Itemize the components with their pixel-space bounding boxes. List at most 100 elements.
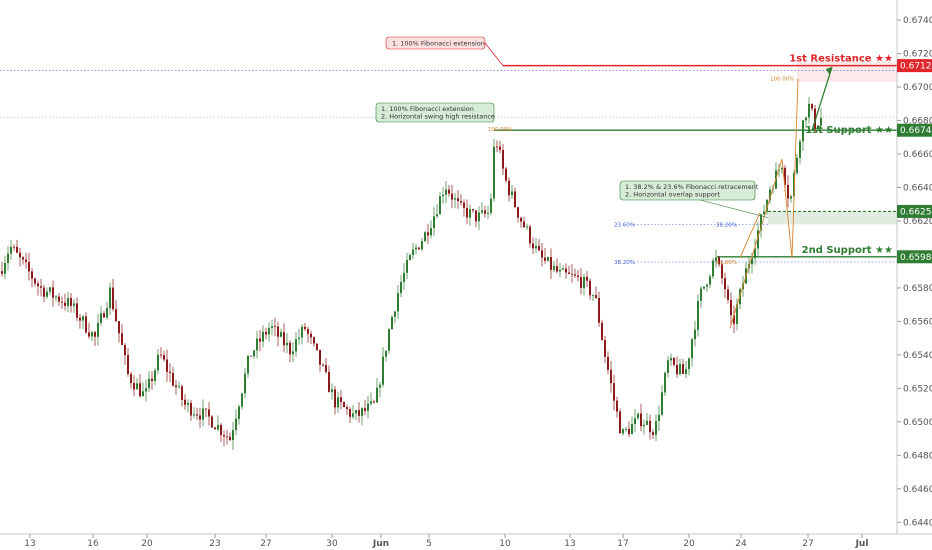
candle-body-100 xyxy=(301,326,303,338)
candle-body-260 xyxy=(781,167,783,170)
candle-body-135 xyxy=(406,260,408,273)
x-tick-label-3: 23 xyxy=(209,539,220,549)
candle-body-11 xyxy=(34,278,36,284)
resistance-label: 1st Resistance ★★ xyxy=(789,54,893,65)
candle-body-140 xyxy=(421,241,423,250)
candle-body-179 xyxy=(538,245,540,251)
support-zone-box xyxy=(768,211,897,225)
candle-body-174 xyxy=(523,221,525,228)
candle-body-185 xyxy=(556,266,558,272)
candle-body-134 xyxy=(403,272,405,282)
candle-body-223 xyxy=(670,358,672,361)
candle-body-272 xyxy=(817,125,819,129)
time-axis[interactable]: 13 16 20 23 27 30 Jun 5 10 13 17 20 24 27 Jul xyxy=(24,534,868,549)
candle-body-227 xyxy=(682,364,684,374)
candle-body-9 xyxy=(28,262,30,272)
candle-body-72 xyxy=(217,424,219,430)
fib-drawings: 100.00% 100.00% 23.60% 38.20% 38.20% 61.80% xyxy=(488,66,897,329)
candle-body-12 xyxy=(37,283,39,287)
candle-body-96 xyxy=(289,342,291,355)
candle-body-181 xyxy=(544,257,546,261)
candle-body-20 xyxy=(61,301,63,303)
candle-body-19 xyxy=(58,296,60,302)
annotation-notes: 1. 100% Fibonacci extension 1. 100% Fibon… xyxy=(375,36,769,218)
candle-body-3 xyxy=(10,246,12,254)
fib-leg-up-1 xyxy=(729,158,783,329)
note-fib-leader xyxy=(699,199,769,218)
candle-body-266 xyxy=(799,141,801,158)
candle-body-38 xyxy=(115,309,117,322)
candle-body-48 xyxy=(145,388,147,392)
candle-body-271 xyxy=(814,108,816,129)
candle-body-106 xyxy=(319,349,321,365)
candle-body-152 xyxy=(457,198,459,202)
candle-body-148 xyxy=(445,189,447,195)
candle-body-93 xyxy=(280,332,282,337)
candle-body-15 xyxy=(46,291,48,297)
x-tick-label-7: 5 xyxy=(426,539,432,549)
candle-body-1 xyxy=(4,262,6,274)
candle-body-132 xyxy=(397,293,399,312)
support2-label: 2nd Support ★★ xyxy=(802,245,893,256)
candle-body-29 xyxy=(88,332,90,337)
candle-body-98 xyxy=(295,339,297,352)
candles xyxy=(1,97,822,450)
candle-body-251 xyxy=(754,248,756,259)
x-tick-label-0: 13 xyxy=(24,539,35,549)
candle-body-49 xyxy=(148,378,150,389)
candle-body-147 xyxy=(442,194,444,197)
candle-body-122 xyxy=(367,403,369,411)
note-swing-line-2: 2. Horizontal swing high resistance xyxy=(381,113,495,121)
candle-body-151 xyxy=(454,198,456,200)
candle-body-163 xyxy=(490,198,492,213)
candle-body-138 xyxy=(415,247,417,250)
candle-body-47 xyxy=(142,391,144,397)
candle-body-80 xyxy=(241,393,243,407)
candle-body-67 xyxy=(202,408,204,420)
candle-body-125 xyxy=(376,387,378,403)
candle-body-95 xyxy=(286,342,288,346)
candle-body-28 xyxy=(85,316,87,333)
price-tag-text-1: 0.66742 xyxy=(900,126,932,136)
candle-body-159 xyxy=(478,212,480,222)
candle-body-177 xyxy=(532,243,534,249)
candle-body-145 xyxy=(436,214,438,217)
candle-body-203 xyxy=(610,369,612,384)
candle-body-236 xyxy=(709,276,711,285)
candle-body-104 xyxy=(313,337,315,344)
candle-body-73 xyxy=(220,424,222,436)
candle-body-61 xyxy=(184,399,186,405)
candle-body-156 xyxy=(469,209,471,218)
candle-body-198 xyxy=(595,295,597,298)
candle-body-121 xyxy=(364,408,366,411)
candle-body-83 xyxy=(250,355,252,357)
candle-body-196 xyxy=(589,280,591,296)
candle-body-58 xyxy=(175,385,177,388)
price-tag-box-2 xyxy=(897,204,932,218)
candle-body-172 xyxy=(517,207,519,218)
candle-body-244 xyxy=(733,315,735,324)
candle-body-44 xyxy=(133,382,135,390)
candle-body-201 xyxy=(604,340,606,357)
candle-body-254 xyxy=(763,211,765,215)
candle-body-243 xyxy=(730,299,732,316)
candle-body-124 xyxy=(373,401,375,403)
candle-body-267 xyxy=(802,120,804,142)
candle-body-158 xyxy=(475,210,477,222)
candle-body-169 xyxy=(508,180,510,196)
candle-body-261 xyxy=(784,167,786,185)
candle-body-209 xyxy=(628,429,630,435)
candle-body-170 xyxy=(511,191,513,196)
candle-body-238 xyxy=(715,257,717,261)
candle-body-221 xyxy=(664,372,666,393)
price-tag-text-0: 0.67128 xyxy=(900,62,932,72)
projection-arrow xyxy=(811,66,833,131)
candle-body-62 xyxy=(187,402,189,405)
candle-body-120 xyxy=(361,408,363,416)
candle-body-193 xyxy=(580,277,582,288)
note-fib-line-1: 1. 38.2% & 23.6% Fibonacci retracement xyxy=(625,183,759,191)
